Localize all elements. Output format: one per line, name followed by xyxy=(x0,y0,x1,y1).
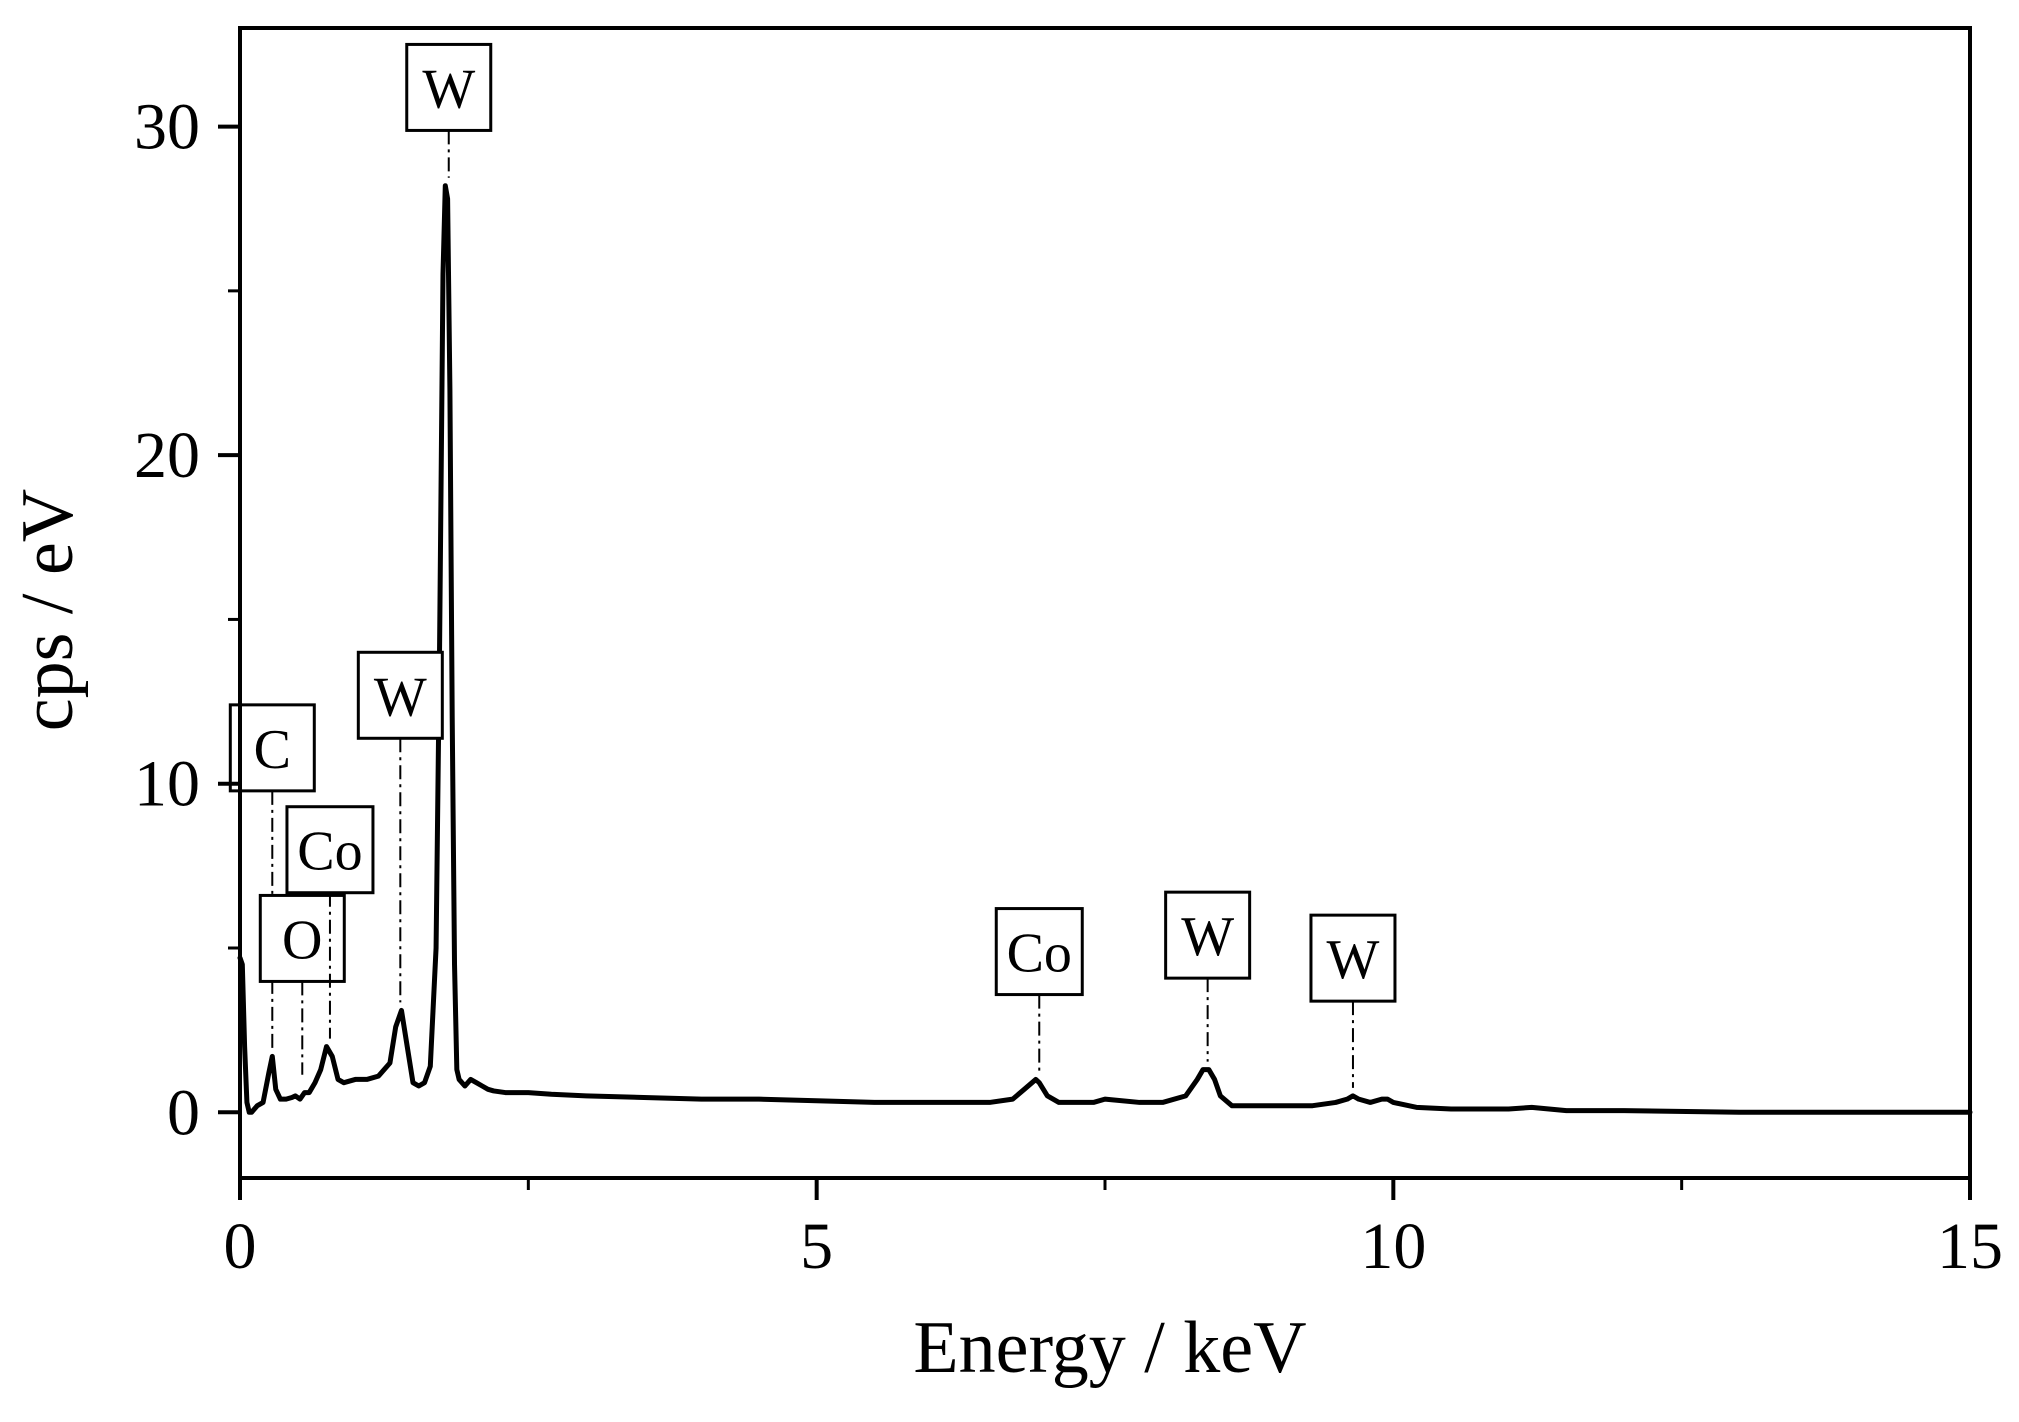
peak-label-box xyxy=(1309,913,1397,1003)
peak-label-box xyxy=(405,42,493,132)
peak-label-box xyxy=(285,805,375,895)
y-tick-label: 0 xyxy=(167,1076,200,1149)
peak-label: Co xyxy=(297,821,362,883)
peak-annotation: W xyxy=(1309,913,1397,1088)
peak-label-box xyxy=(356,650,444,740)
peak-label: O xyxy=(282,909,322,971)
peak-label: W xyxy=(1327,929,1380,991)
peak-annotation: W xyxy=(405,42,493,178)
y-tick-label: 10 xyxy=(134,748,200,821)
peak-label-box xyxy=(1164,890,1252,980)
peak-label-box xyxy=(994,907,1084,997)
peak-label: Co xyxy=(1007,923,1072,985)
peak-annotation: W xyxy=(1164,890,1252,1062)
data-layer xyxy=(237,183,1973,1115)
peak-annotation: Co xyxy=(994,907,1084,1072)
plot-area xyxy=(240,28,1970,1178)
peak-label: C xyxy=(254,719,291,781)
plot-background xyxy=(240,28,1970,1178)
x-tick-label: 10 xyxy=(1360,1210,1426,1283)
peak-annotation: Co xyxy=(285,805,375,1039)
peak-annotations: C O Co W W Co W W xyxy=(228,42,1397,1088)
x-axis-title: Energy / keV xyxy=(913,1307,1306,1389)
y-axis-title: cps / eV xyxy=(7,489,89,732)
y-tick-label: 30 xyxy=(134,91,200,164)
peak-annotation: W xyxy=(356,650,444,1003)
spectrum-series-line xyxy=(237,183,1973,1115)
x-tick-label: 0 xyxy=(224,1210,257,1283)
peak-label: W xyxy=(1181,906,1234,968)
peak-label: W xyxy=(422,58,475,120)
y-tick-label: 20 xyxy=(134,419,200,492)
peak-label-box xyxy=(228,703,316,793)
x-tick-label: 5 xyxy=(800,1210,833,1283)
peak-label: W xyxy=(374,666,427,728)
axes: 0 5 10 15 0 10 20 30 xyxy=(134,26,2003,1283)
x-tick-label: 15 xyxy=(1937,1210,2003,1283)
